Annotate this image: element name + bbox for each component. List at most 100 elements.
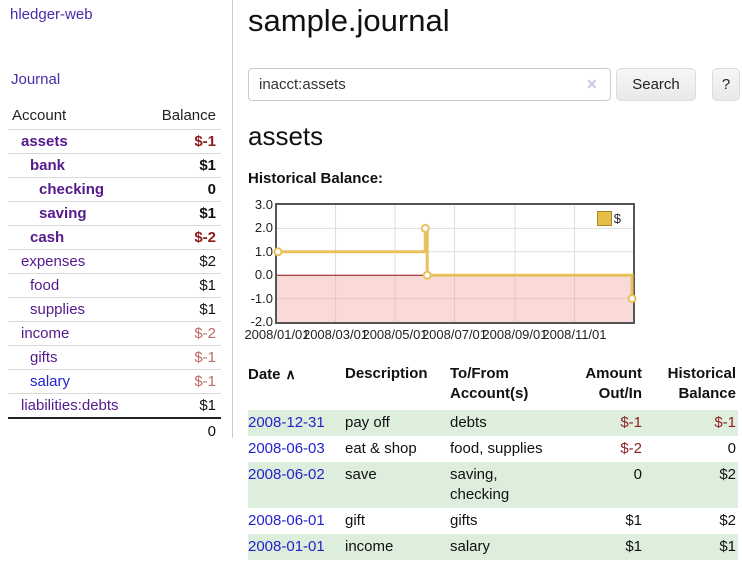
app-brand-link[interactable]: hledger-web (10, 6, 93, 23)
transaction-accounts-cell: gifts (450, 512, 478, 529)
account-balance: $-1 (194, 349, 216, 366)
search-button[interactable]: Search (616, 68, 696, 101)
account-balance: 0 (207, 181, 216, 198)
account-balance: $2 (199, 253, 216, 270)
transaction-date-link[interactable]: 2008-06-02 (248, 466, 325, 483)
account-row: assets $-1 (8, 129, 221, 153)
account-balance: $1 (199, 205, 216, 222)
account-link[interactable]: liabilities:debts (21, 397, 119, 414)
account-link[interactable]: income (21, 325, 70, 342)
chart-x-axis-labels: 2008/01/01 2008/03/01 2008/05/01 2008/07/01… (244, 327, 633, 343)
account-column-header: Account (12, 107, 67, 124)
transaction-date-cell: 2008-12-31 (248, 410, 345, 436)
y-tick-label: 2.0 (254, 220, 273, 236)
account-balance: $1 (199, 397, 216, 414)
account-balance: $-2 (194, 325, 216, 342)
amount-column-header: Amount Out/In (585, 365, 642, 402)
transaction-balance-cell: $2 (719, 512, 736, 529)
register-row: 2008-06-02 save saving, checking 0 $2 (248, 462, 738, 508)
tofrom-column-header: To/From Account(s) (450, 365, 529, 402)
account-link[interactable]: cash (30, 229, 65, 246)
accounts-table-header: Account Balance (8, 103, 221, 129)
transaction-date-link[interactable]: 2008-01-01 (248, 538, 325, 555)
chart-y-axis-labels: 3.0 2.0 1.0 0.0 -1.0 -2.0 (248, 198, 273, 329)
transaction-amount-cell: $1 (556, 534, 644, 560)
transaction-balance-cell: $-1 (644, 410, 738, 436)
x-tick-label: 2008/03/01 (302, 327, 369, 342)
chart-canvas (273, 205, 637, 322)
register-row: 2008-01-01 income salary $1 $1 (248, 534, 738, 560)
legend-swatch-icon (596, 211, 612, 226)
transaction-date-cell: 2008-06-01 (248, 508, 345, 534)
transaction-date-link[interactable]: 2008-12-31 (248, 414, 325, 431)
account-balance: $1 (199, 277, 216, 294)
account-link[interactable]: expenses (21, 253, 86, 270)
account-row: saving $1 (8, 201, 221, 225)
transaction-amount-cell: $1 (625, 512, 642, 529)
account-link[interactable]: bank (30, 157, 66, 174)
transaction-date-cell: 2008-06-02 (248, 462, 345, 508)
account-link[interactable]: assets (21, 133, 68, 150)
transaction-description-cell: eat & shop (345, 440, 417, 457)
y-tick-label: 3.0 (254, 197, 273, 212)
account-balance: $-1 (194, 373, 216, 390)
sidebar: hledger-web Journal Account Balance asse… (0, 0, 233, 440)
register-header-row: Date ∧ Description To/From Account(s) Amo… (248, 362, 738, 410)
x-tick-label: 2008/01/01 (244, 327, 310, 342)
transaction-date-cell: 2008-01-01 (248, 534, 345, 560)
transaction-accounts-cell: debts (450, 410, 556, 436)
x-tick-label: 2008/09/01 (482, 327, 548, 342)
account-balance: $1 (199, 301, 216, 318)
y-tick-label: 1.0 (254, 243, 273, 259)
x-tick-label: 2008/07/01 (421, 327, 488, 342)
total-row: 0 (8, 417, 221, 443)
account-link[interactable]: saving (39, 205, 87, 222)
chart-legend: $ (596, 211, 621, 226)
account-row: cash $-2 (8, 225, 221, 249)
account-link[interactable]: salary (30, 373, 71, 390)
transaction-date-link[interactable]: 2008-06-03 (248, 440, 325, 457)
account-row: salary $-1 (8, 369, 221, 393)
sort-asc-icon: ∧ (285, 366, 296, 382)
accounts-table: Account Balance assets $-1 bank $1 checking 0… (8, 103, 221, 443)
search-form: ✕ Search ? (248, 68, 742, 102)
account-link[interactable]: checking (39, 181, 105, 198)
account-balance: $-1 (194, 133, 216, 150)
transaction-description-cell: save (345, 462, 450, 508)
search-input[interactable] (248, 68, 611, 101)
account-row: income $-2 (8, 321, 221, 345)
account-balance: $-2 (194, 229, 216, 246)
legend-label: $ (613, 211, 621, 226)
y-tick-label: -1.0 (250, 290, 273, 306)
transaction-amount-cell: $-1 (556, 410, 644, 436)
clear-search-icon[interactable]: ✕ (586, 76, 598, 92)
account-row: liabilities:debts $1 (8, 393, 221, 417)
register-row: 2008-12-31 pay off debts $-1 $-1 (248, 410, 738, 436)
transaction-balance-cell: $2 (644, 462, 738, 508)
transaction-balance-cell: $1 (644, 534, 738, 560)
transaction-amount-cell: 0 (556, 462, 644, 508)
account-heading: assets (248, 121, 324, 151)
y-tick-label: 0.0 (254, 267, 273, 283)
total-balance: 0 (207, 423, 216, 440)
account-link[interactable]: supplies (30, 301, 86, 318)
account-row: food $1 (8, 273, 221, 297)
transaction-date-cell: 2008-06-03 (248, 436, 345, 462)
help-button[interactable]: ? (712, 68, 740, 101)
register-row: 2008-06-01 gift gifts $1 $2 (248, 508, 738, 534)
transaction-description-cell: pay off (345, 410, 450, 436)
balance-chart: $ (273, 203, 637, 324)
sidebar-item-journal[interactable]: Journal (11, 71, 61, 88)
main-content: sample.journal ✕ Search ? assets Histori… (244, 0, 742, 582)
description-column-header: Description (345, 365, 428, 382)
transaction-description-cell: gift (345, 512, 366, 529)
account-row: bank $1 (8, 153, 221, 177)
account-link[interactable]: food (30, 277, 60, 294)
account-link[interactable]: gifts (30, 349, 58, 366)
date-column-header[interactable]: Date ∧ (248, 366, 296, 383)
chart-title: Historical Balance: (248, 170, 384, 187)
transaction-accounts-cell: food, supplies (450, 440, 543, 457)
page-title: sample.journal (248, 3, 450, 38)
account-balance: $1 (199, 157, 216, 174)
transaction-date-link[interactable]: 2008-06-01 (248, 512, 325, 529)
